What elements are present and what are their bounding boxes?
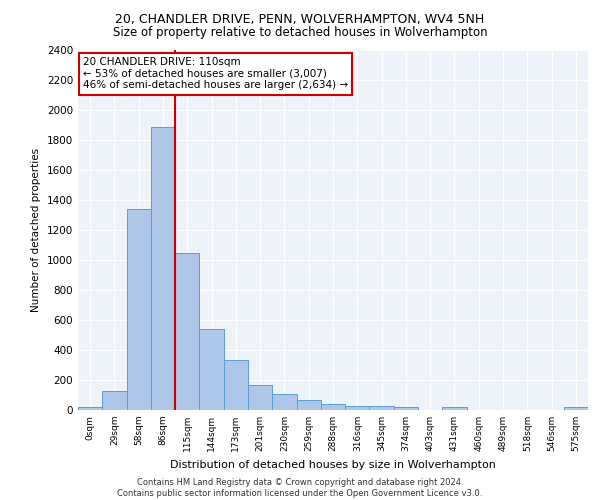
Text: Size of property relative to detached houses in Wolverhampton: Size of property relative to detached ho…: [113, 26, 487, 39]
X-axis label: Distribution of detached houses by size in Wolverhampton: Distribution of detached houses by size …: [170, 460, 496, 469]
Bar: [564, 407, 588, 410]
Bar: [442, 407, 467, 410]
Bar: [102, 391, 127, 410]
Bar: [248, 385, 272, 410]
Bar: [370, 406, 394, 410]
Bar: [321, 404, 345, 410]
Bar: [151, 126, 175, 410]
Bar: [394, 407, 418, 410]
Text: Contains HM Land Registry data © Crown copyright and database right 2024.
Contai: Contains HM Land Registry data © Crown c…: [118, 478, 482, 498]
Bar: [199, 329, 224, 410]
Y-axis label: Number of detached properties: Number of detached properties: [31, 148, 41, 312]
Bar: [296, 400, 321, 410]
Text: 20, CHANDLER DRIVE, PENN, WOLVERHAMPTON, WV4 5NH: 20, CHANDLER DRIVE, PENN, WOLVERHAMPTON,…: [115, 12, 485, 26]
Bar: [272, 394, 296, 410]
Bar: [78, 407, 102, 410]
Bar: [127, 209, 151, 410]
Bar: [175, 253, 199, 410]
Bar: [224, 360, 248, 410]
Bar: [345, 406, 370, 410]
Text: 20 CHANDLER DRIVE: 110sqm
← 53% of detached houses are smaller (3,007)
46% of se: 20 CHANDLER DRIVE: 110sqm ← 53% of detac…: [83, 57, 348, 90]
